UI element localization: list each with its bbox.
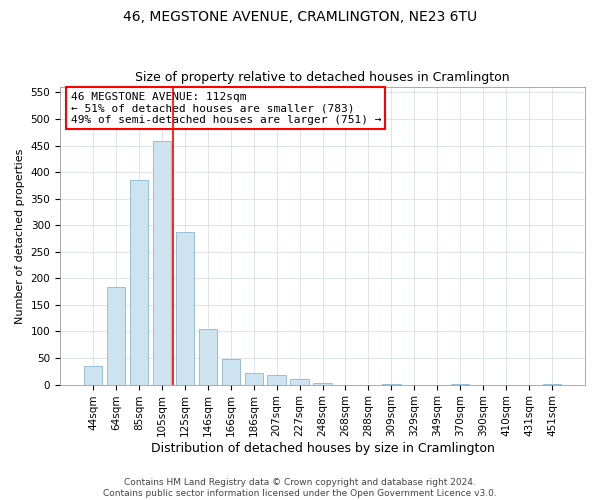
Text: Contains HM Land Registry data © Crown copyright and database right 2024.
Contai: Contains HM Land Registry data © Crown c…	[103, 478, 497, 498]
Bar	[153, 142, 171, 384]
Bar	[176, 232, 194, 384]
Bar	[313, 383, 332, 384]
Title: Size of property relative to detached houses in Cramlington: Size of property relative to detached ho…	[135, 72, 510, 85]
Bar	[84, 366, 102, 384]
Y-axis label: Number of detached properties: Number of detached properties	[15, 148, 25, 324]
Bar	[245, 373, 263, 384]
Bar	[130, 180, 148, 384]
Text: 46 MEGSTONE AVENUE: 112sqm
← 51% of detached houses are smaller (783)
49% of sem: 46 MEGSTONE AVENUE: 112sqm ← 51% of deta…	[71, 92, 381, 124]
Bar	[221, 359, 240, 384]
Bar	[268, 375, 286, 384]
Text: 46, MEGSTONE AVENUE, CRAMLINGTON, NE23 6TU: 46, MEGSTONE AVENUE, CRAMLINGTON, NE23 6…	[123, 10, 477, 24]
X-axis label: Distribution of detached houses by size in Cramlington: Distribution of detached houses by size …	[151, 442, 494, 455]
Bar	[290, 380, 309, 384]
Bar	[199, 329, 217, 384]
Bar	[107, 288, 125, 384]
